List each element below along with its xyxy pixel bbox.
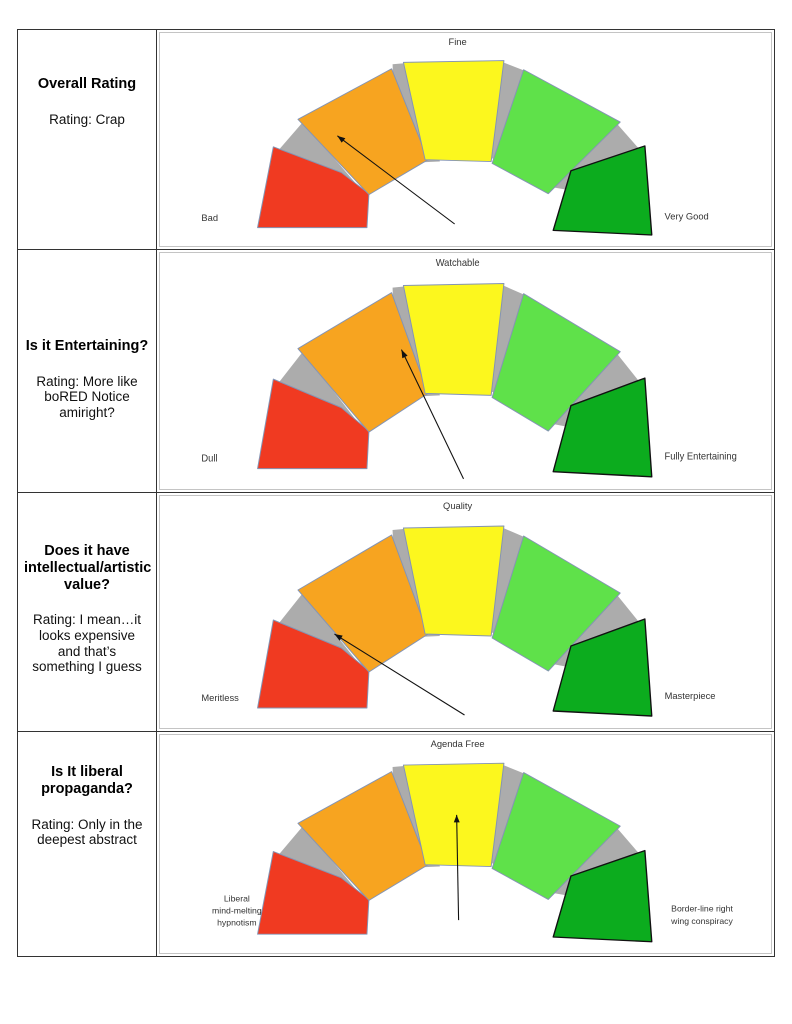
review-row: Does it have intellectual/artistic value… [18, 493, 774, 732]
rating-text: Rating: Crap [49, 111, 125, 127]
question-cell: Is It liberal propaganda? Rating: Only i… [18, 732, 157, 956]
rating-text: Rating: Only in the deepest abstract [31, 816, 143, 848]
gauge-top-label: Fine [449, 37, 467, 47]
gauge-cell: Watchable Dull Fully Entertaining [157, 250, 774, 492]
gauge-segment-yellow [402, 525, 505, 637]
gauge-needle-arrowhead [337, 135, 346, 143]
gauge-chart-4: Agenda Free Liberal mind-melting hypnotism B… [159, 734, 772, 954]
gauge-segment-yellow [402, 762, 505, 868]
gauge-chart-3: Quality Meritless Masterpiece [159, 495, 772, 729]
gauge-cell: Quality Meritless Masterpiece [157, 493, 774, 731]
gauge-needle [334, 633, 465, 716]
gauge-arc-gray-2 [486, 764, 527, 867]
rating-text: Rating: I mean…it looks expensive and th… [32, 612, 142, 675]
question-title: Overall Rating [37, 76, 137, 92]
gauge-segment-red [257, 619, 370, 709]
gauge-arc-gray-2 [486, 527, 527, 636]
gauge-needle [337, 135, 455, 225]
gauge-needle [456, 814, 460, 921]
gauge-segment-light-green [491, 535, 621, 672]
question-cell: Is it Entertaining? Rating: More like bo… [18, 250, 157, 492]
gauge-top-label: Agenda Free [431, 739, 485, 749]
gauge-left-label: Bad [201, 213, 218, 223]
gauge-right-label: Fully Entertaining [665, 451, 737, 462]
gauge-segment-red [257, 146, 370, 229]
gauge-segment-light-green [491, 293, 621, 432]
question-cell: Overall Rating Rating: Crap [18, 30, 157, 249]
gauge-left-label: Meritless [201, 692, 239, 703]
gauge-needle-arrowhead [334, 634, 343, 641]
gauge-left-label: Liberal mind-melting hypnotism [212, 894, 262, 928]
gauge-segment-light-green [491, 772, 621, 900]
gauge-segment-light-green [491, 69, 621, 195]
gauge-needle-arrowhead [401, 349, 408, 359]
gauge-cell: Fine Bad Very Good [157, 30, 774, 249]
review-row: Is it Entertaining? Rating: More like bo… [18, 250, 774, 493]
gauge-needle [400, 349, 465, 480]
question-title: Does it have intellectual/artistic value… [24, 543, 152, 593]
review-row: Is It liberal propaganda? Rating: Only i… [18, 732, 774, 956]
question-cell: Does it have intellectual/artistic value… [18, 493, 157, 731]
gauge-cell: Agenda Free Liberal mind-melting hypnotism B… [157, 732, 774, 956]
gauge-segment-yellow [402, 283, 505, 396]
gauge-segment-dark-green [552, 849, 653, 943]
gauge-chart-2: Watchable Dull Fully Entertaining [159, 252, 772, 490]
gauge-right-label: Masterpiece [665, 690, 716, 701]
gauge-segment-dark-green [552, 377, 653, 478]
gauge-right-label: Border-line right wing conspiracy [670, 904, 733, 926]
review-table: Overall Rating Rating: Crap Fine Bad Very … [17, 29, 775, 957]
gauge-left-label: Dull [201, 453, 217, 464]
question-title: Is It liberal propaganda? [41, 764, 133, 797]
gauge-segment-dark-green [552, 145, 653, 236]
gauge-chart-1: Fine Bad Very Good [159, 32, 772, 247]
rating-text: Rating: More like boRED Notice amiright? [36, 373, 138, 421]
question-title: Is it Entertaining? [25, 338, 149, 354]
gauge-segment-yellow [402, 60, 505, 162]
gauge-needle-arrowhead [453, 814, 460, 823]
gauge-segment-red [257, 378, 370, 470]
gauge-segment-dark-green [552, 618, 653, 717]
gauge-top-label: Watchable [436, 258, 480, 269]
gauge-arc-gray-2 [486, 61, 527, 162]
gauge-arc-gray-2 [486, 284, 527, 396]
gauge-segment-red [257, 851, 370, 935]
gauge-right-label: Very Good [665, 212, 709, 222]
review-row: Overall Rating Rating: Crap Fine Bad Very … [18, 30, 774, 250]
gauge-top-label: Quality [443, 500, 472, 511]
